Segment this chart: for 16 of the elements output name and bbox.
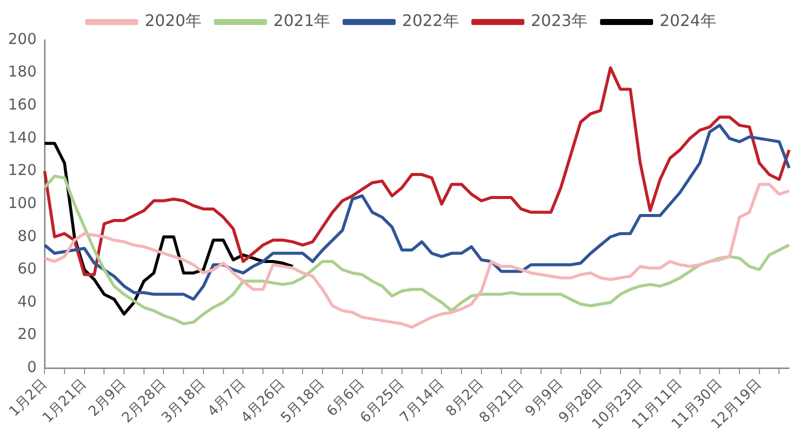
y-tick-label: 200 (8, 30, 37, 48)
y-tick-label: 120 (8, 161, 37, 180)
y-tick-label: 40 (18, 292, 37, 310)
y-tick-label: 0 (27, 358, 37, 376)
legend-label: 2020年 (144, 11, 202, 30)
y-tick-label: 160 (8, 96, 37, 114)
y-tick-label: 140 (8, 128, 37, 146)
y-tick-label: 60 (18, 260, 37, 278)
legend-label: 2022年 (402, 11, 459, 30)
y-tick-label: 20 (18, 325, 37, 344)
y-tick-label: 80 (18, 226, 37, 245)
legend-label: 2023年 (530, 11, 588, 30)
y-tick-label: 100 (8, 194, 37, 212)
legend-label: 2021年 (273, 11, 330, 30)
legend-label: 2024年 (660, 11, 716, 30)
y-tick-label: 180 (8, 62, 37, 81)
